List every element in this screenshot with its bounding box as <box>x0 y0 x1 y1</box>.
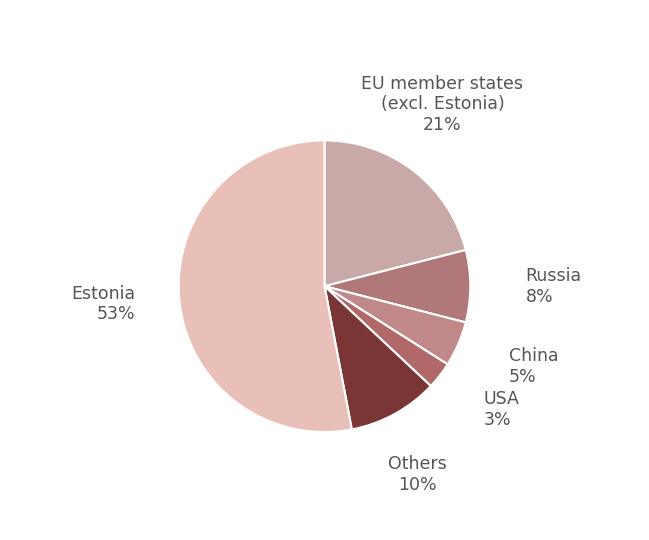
Text: EU member states
(excl. Estonia)
21%: EU member states (excl. Estonia) 21% <box>361 75 524 134</box>
Wedge shape <box>324 140 466 286</box>
Wedge shape <box>178 140 352 432</box>
Text: Russia
8%: Russia 8% <box>526 267 582 306</box>
Text: China
5%: China 5% <box>509 347 559 386</box>
Wedge shape <box>324 286 466 364</box>
Wedge shape <box>324 286 448 386</box>
Wedge shape <box>324 286 431 429</box>
Text: Estonia
53%: Estonia 53% <box>71 285 136 323</box>
Wedge shape <box>324 250 471 322</box>
Text: USA
3%: USA 3% <box>484 390 519 429</box>
Text: Others
10%: Others 10% <box>388 455 447 494</box>
